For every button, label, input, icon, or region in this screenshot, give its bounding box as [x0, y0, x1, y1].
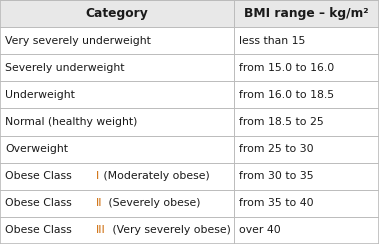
- Bar: [0, 163, 379, 190]
- Text: from 30 to 35: from 30 to 35: [239, 171, 314, 181]
- Text: from 35 to 40: from 35 to 40: [239, 198, 314, 208]
- Bar: [0, 81, 379, 108]
- Text: Very severely underweight: Very severely underweight: [5, 36, 151, 46]
- Text: Obese Class: Obese Class: [5, 225, 75, 235]
- Text: less than 15: less than 15: [239, 36, 305, 46]
- Text: Overweight: Overweight: [5, 144, 68, 154]
- Bar: [0, 0, 379, 27]
- Text: from 18.5 to 25: from 18.5 to 25: [239, 117, 324, 127]
- Text: Severely underweight: Severely underweight: [5, 63, 124, 73]
- Text: Underweight: Underweight: [5, 90, 75, 100]
- Bar: [0, 54, 379, 81]
- Text: I: I: [96, 171, 99, 181]
- Text: from 15.0 to 16.0: from 15.0 to 16.0: [239, 63, 335, 73]
- Bar: [0, 136, 379, 163]
- Text: (Severely obese): (Severely obese): [105, 198, 200, 208]
- Text: Category: Category: [86, 7, 149, 20]
- Text: from 16.0 to 18.5: from 16.0 to 18.5: [239, 90, 334, 100]
- Text: Obese Class: Obese Class: [5, 171, 75, 181]
- Text: III: III: [96, 225, 106, 235]
- Bar: [0, 190, 379, 217]
- Text: (Very severely obese): (Very severely obese): [109, 225, 231, 235]
- Text: from 25 to 30: from 25 to 30: [239, 144, 314, 154]
- Text: BMI range – kg/m²: BMI range – kg/m²: [244, 7, 369, 20]
- Text: over 40: over 40: [239, 225, 281, 235]
- Bar: [0, 217, 379, 244]
- Bar: [0, 27, 379, 54]
- Text: Obese Class: Obese Class: [5, 198, 75, 208]
- Text: Normal (healthy weight): Normal (healthy weight): [5, 117, 137, 127]
- Bar: [0, 108, 379, 136]
- Text: (Moderately obese): (Moderately obese): [100, 171, 210, 181]
- Text: II: II: [96, 198, 103, 208]
